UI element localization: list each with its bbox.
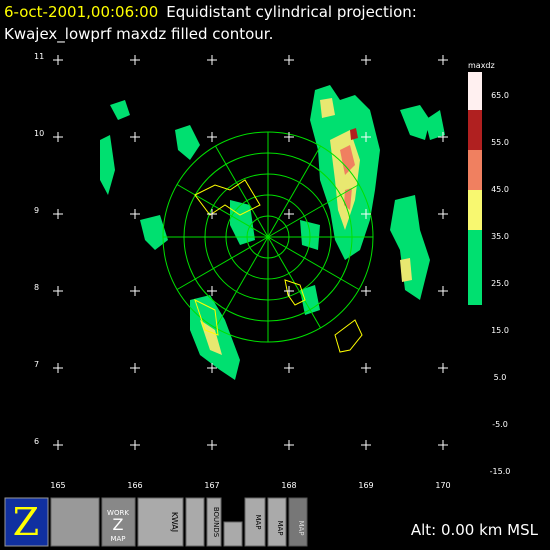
grid-cross <box>53 209 63 219</box>
grid-cross <box>438 440 448 450</box>
lat-label: 9 <box>34 206 39 215</box>
grid-cross <box>284 209 294 219</box>
grid-cross <box>207 209 217 219</box>
work-label: Z <box>113 515 124 534</box>
grid-cross <box>53 286 63 296</box>
map-label: MAP <box>276 520 284 535</box>
legend-label: 65.0 <box>491 91 509 100</box>
grid-cross <box>130 363 140 373</box>
legend-label: 55.0 <box>491 138 509 147</box>
range-spoke <box>176 236 269 290</box>
work-label: WORK <box>107 509 129 517</box>
bounds-label: BOUNDS <box>212 507 220 538</box>
lon-label: 170 <box>435 481 450 490</box>
range-spoke <box>215 145 269 238</box>
lat-label: 8 <box>34 283 39 292</box>
grid-cross <box>53 55 63 65</box>
map-button[interactable] <box>244 497 266 547</box>
grid-cross <box>284 363 294 373</box>
grid-button[interactable] <box>223 521 243 547</box>
map-button[interactable] <box>288 497 308 547</box>
grid-cross <box>130 286 140 296</box>
grid-cross <box>53 440 63 450</box>
range-spoke <box>267 184 360 238</box>
grid-cross <box>361 209 371 219</box>
subtitle: Kwajex_lowprf maxdz filled contour. <box>4 25 273 44</box>
grid-cross <box>207 55 217 65</box>
grid-cross <box>284 286 294 296</box>
grid-cross <box>284 132 294 142</box>
grid-cross <box>361 363 371 373</box>
range-spoke <box>267 236 360 290</box>
grid-cross <box>438 286 448 296</box>
grid-cross <box>438 55 448 65</box>
grid-cross <box>438 132 448 142</box>
range-spoke <box>267 145 321 238</box>
legend: maxdz 65.0 55.0 45.0 35.0 25.0 15.0 5.0 -5.0 -15… <box>468 61 510 476</box>
z-button[interactable] <box>4 497 49 547</box>
legend-label: 45.0 <box>491 185 509 194</box>
grid-cross <box>207 363 217 373</box>
range-rings <box>162 131 374 343</box>
legend-title: maxdz <box>468 61 495 70</box>
grid-cross <box>130 440 140 450</box>
island-outlines <box>194 179 363 353</box>
lat-label: 11 <box>34 52 44 61</box>
lat-label: 10 <box>34 129 44 138</box>
kwaj-label: KWAJ <box>170 512 179 532</box>
legend-label: 5.0 <box>494 373 507 382</box>
grid-cross <box>361 440 371 450</box>
lon-label: 168 <box>281 481 296 490</box>
grid-cross <box>207 440 217 450</box>
lon-label: 166 <box>127 481 142 490</box>
grid-cross <box>207 132 217 142</box>
grid-cross <box>438 363 448 373</box>
date: 6-oct-2001,00:06:00 <box>4 3 158 21</box>
grid-cross <box>53 363 63 373</box>
range-spoke <box>176 184 269 238</box>
grid-cross <box>361 55 371 65</box>
range-spoke <box>267 236 321 329</box>
satellite-button[interactable] <box>50 497 100 547</box>
legend-label: -15.0 <box>490 467 511 476</box>
lon-label: 167 <box>204 481 219 490</box>
altitude-status: Alt: 0.00 km MSL <box>411 521 539 539</box>
grid-cross <box>438 209 448 219</box>
grid-cross <box>130 209 140 219</box>
work-label: MAP <box>110 535 125 543</box>
radar-echoes <box>100 85 445 380</box>
work-button[interactable] <box>101 497 136 547</box>
grid-cross <box>207 286 217 296</box>
grid-cross <box>284 55 294 65</box>
title-line: 6-oct-2001,00:06:00 Equidistant cylindric… <box>4 3 417 21</box>
grid-cross <box>130 132 140 142</box>
bounds-button[interactable] <box>206 497 222 547</box>
legend-label: -5.0 <box>492 420 508 429</box>
toolbar: Z WORK Z MAP KWAJ BOUNDS MAP MAP MAP <box>4 497 308 547</box>
lat-label: 7 <box>34 360 39 369</box>
grid-cross <box>130 55 140 65</box>
grid-cross <box>53 132 63 142</box>
grid-cross <box>361 132 371 142</box>
legend-label: 35.0 <box>491 232 509 241</box>
grid-cross <box>284 440 294 450</box>
map-label: MAP <box>297 520 305 535</box>
legend-label: 25.0 <box>491 279 509 288</box>
map-button[interactable] <box>267 497 287 547</box>
lat-label: 6 <box>34 437 39 446</box>
range-spoke <box>215 236 269 329</box>
grid-cross <box>361 286 371 296</box>
kwaj-button[interactable] <box>137 497 184 547</box>
legend-label: 15.0 <box>491 326 509 335</box>
lon-label: 165 <box>50 481 65 490</box>
map-label: MAP <box>254 514 262 529</box>
z-icon: Z <box>13 500 39 544</box>
lon-label: 169 <box>358 481 373 490</box>
lat-lon-grid: 11 10 9 8 7 6 165 166 167 168 169 170 <box>34 52 451 490</box>
gear-button[interactable] <box>185 497 205 547</box>
projection: Equidistant cylindrical projection: <box>166 3 417 21</box>
